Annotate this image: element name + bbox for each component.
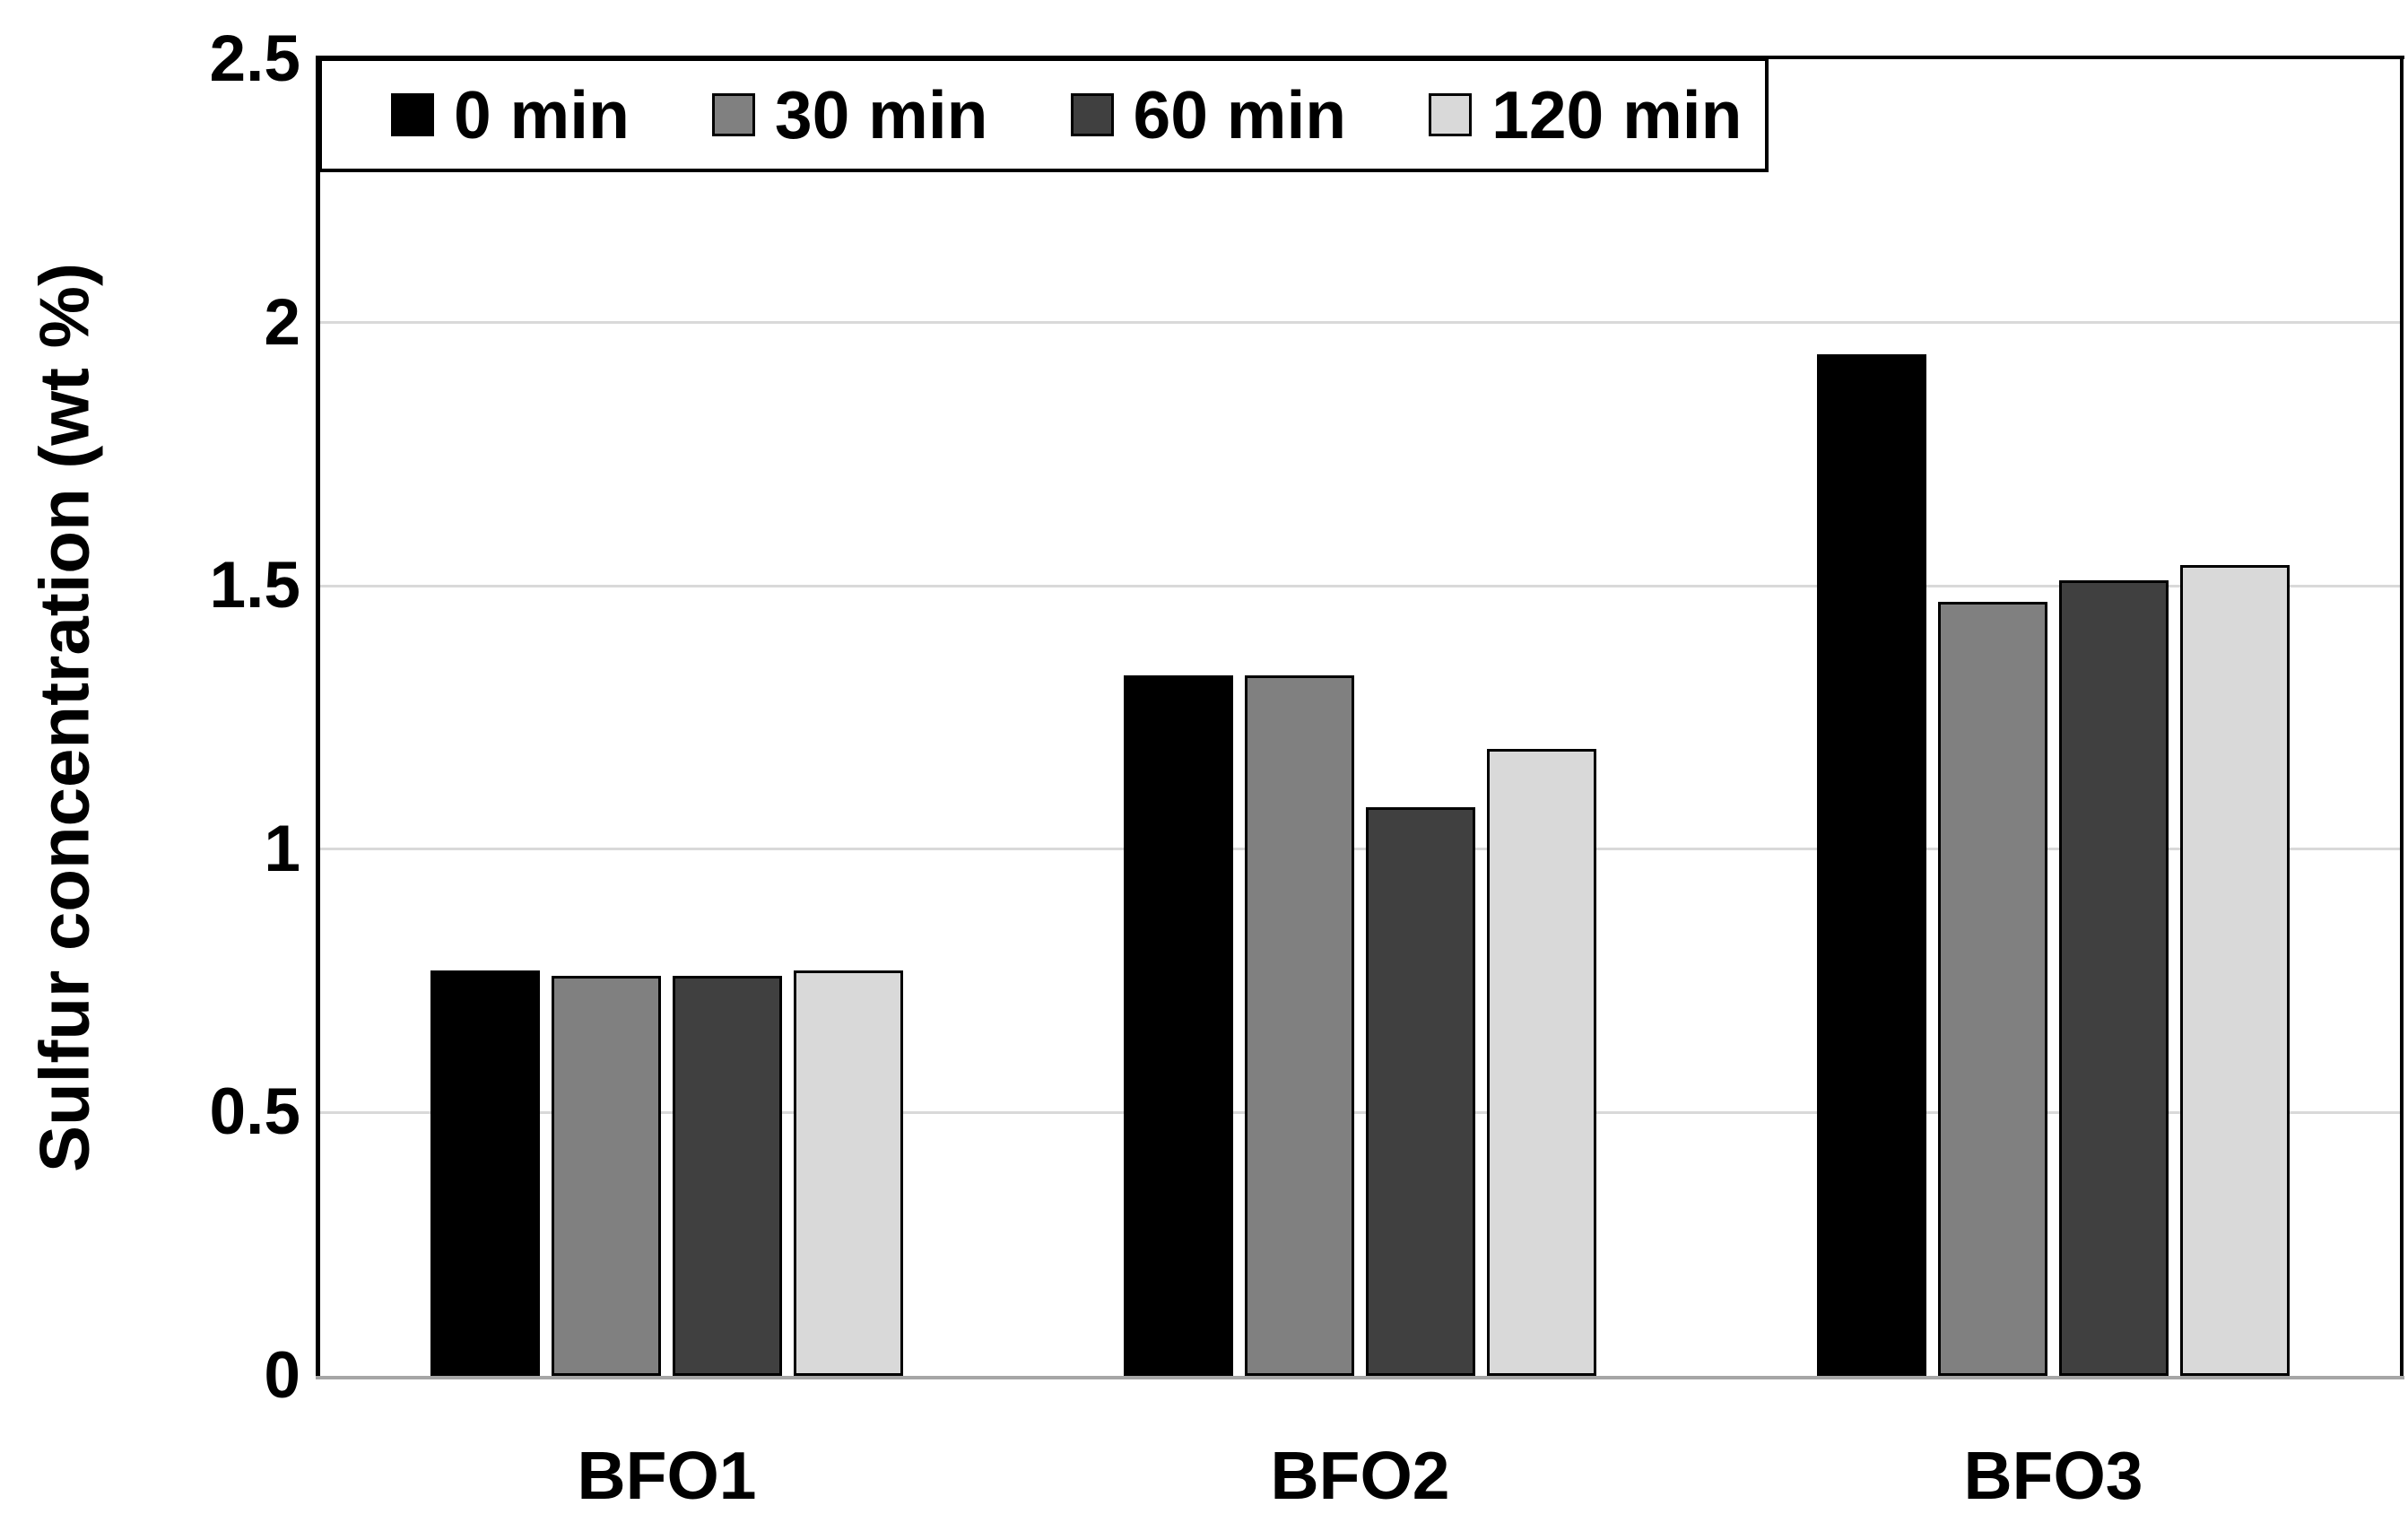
legend-item-30-min: 30 min (711, 76, 988, 152)
x-axis-line (316, 1376, 2404, 1379)
legend-swatch-0-min (391, 93, 434, 136)
y-tick-label-1.5: 1.5 (209, 549, 300, 622)
bar-0-min-BFO1 (430, 970, 540, 1376)
bar-0-min-BFO3 (1817, 353, 1926, 1376)
y-tick-label-2.5: 2.5 (209, 22, 300, 95)
legend-label-120-min: 120 min (1491, 76, 1743, 152)
bar-60-min-BFO2 (1366, 806, 1475, 1376)
legend-item-120-min: 120 min (1429, 76, 1743, 152)
gridline-1 (320, 848, 2400, 851)
legend: 0 min 30 min 60 min 120 min (318, 57, 1769, 172)
x-label-BFO2: BFO2 (1270, 1438, 1450, 1513)
legend-label-30-min: 30 min (774, 76, 988, 152)
x-label-BFO1: BFO1 (577, 1438, 757, 1513)
gridline-0.5 (320, 1110, 2400, 1114)
legend-swatch-60-min (1070, 93, 1114, 136)
legend-swatch-30-min (711, 93, 755, 136)
x-label-BFO3: BFO3 (1963, 1438, 2143, 1513)
y-axis-line (316, 56, 320, 1379)
plot-right-border (2400, 56, 2404, 1379)
legend-label-60-min: 60 min (1133, 76, 1347, 152)
legend-item-0-min: 0 min (391, 76, 630, 152)
bar-60-min-BFO3 (2059, 580, 2169, 1376)
gridline-2 (320, 321, 2400, 325)
y-tick-label-2: 2 (264, 285, 300, 359)
legend-label-0-min: 0 min (454, 76, 630, 152)
y-axis-title: Sulfur concentration (wt %) (24, 263, 104, 1172)
bar-30-min-BFO2 (1245, 675, 1354, 1376)
legend-swatch-120-min (1429, 93, 1473, 136)
bar-30-min-BFO1 (552, 975, 661, 1376)
bar-120-min-BFO2 (1487, 749, 1596, 1376)
y-tick-label-1: 1 (264, 812, 300, 885)
bar-30-min-BFO3 (1938, 601, 2047, 1376)
y-tick-label-0: 0 (264, 1339, 300, 1412)
y-tick-label-0.5: 0.5 (209, 1075, 300, 1149)
legend-item-60-min: 60 min (1070, 76, 1347, 152)
gridline-1.5 (320, 584, 2400, 587)
bar-120-min-BFO3 (2180, 564, 2290, 1376)
bar-0-min-BFO2 (1124, 675, 1233, 1376)
bar-120-min-BFO1 (794, 970, 903, 1376)
bar-60-min-BFO1 (673, 975, 782, 1376)
